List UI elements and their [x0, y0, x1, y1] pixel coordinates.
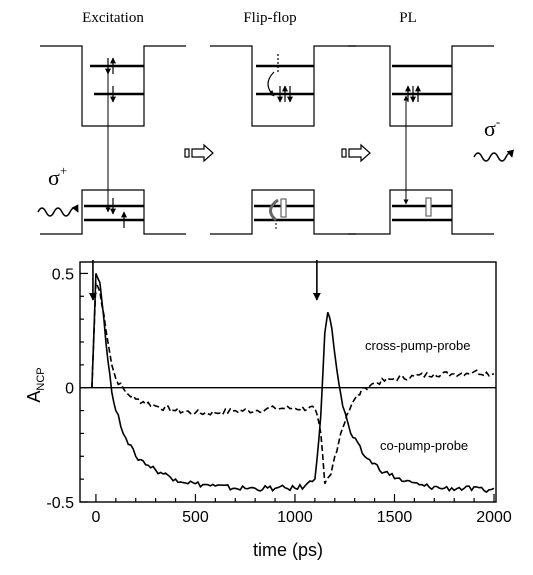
emitted-photon-wave-icon — [473, 149, 514, 162]
x-tick-label: 500 — [182, 509, 209, 526]
x-tick-label: 0 — [91, 509, 100, 526]
y-axis-label: ANCP — [24, 367, 47, 402]
y-tick-label: 0 — [65, 381, 74, 398]
x-axis-label: time (ps) — [253, 540, 323, 560]
panel-title-flip-flop: Flip-flop — [243, 10, 296, 26]
process-arrow-icon-2 — [341, 143, 371, 163]
series-line-co-pump-probe — [91, 273, 495, 494]
series-line-cross-pump-probe — [91, 282, 495, 485]
sigma-plus-label: σ+ — [48, 163, 67, 190]
plot-frame — [79, 261, 497, 503]
process-arrow-icon-1 — [184, 143, 214, 163]
series-label-cross-pump-probe: cross-pump-probe — [365, 338, 471, 353]
tick-labels: 0 500 1000 1500 2000 -0.5 0 0.5 — [46, 266, 511, 526]
series-label-co-pump-probe: co-pump-probe — [380, 438, 468, 453]
panel-pl — [348, 45, 494, 235]
x-tick-label: 1500 — [377, 509, 413, 526]
panel-excitation — [40, 45, 186, 235]
y-tick-label: -0.5 — [46, 495, 74, 512]
series-layer — [91, 273, 495, 494]
sigma-minus-label: σ- — [484, 114, 500, 141]
panel-flip-flop — [210, 45, 356, 235]
panel-title-excitation: Excitation — [82, 10, 144, 26]
incoming-photon-wave-icon — [37, 204, 79, 217]
panel-title-pl: PL — [399, 10, 417, 26]
pulse-arrows — [88, 260, 321, 301]
x-tick-label: 1000 — [277, 509, 313, 526]
y-tick-label: 0.5 — [52, 266, 74, 283]
energy-level-schematic: Excitation Flip-flop PL σ+ — [37, 10, 514, 235]
axis-ticks — [80, 272, 495, 503]
ancp-time-chart: 0 500 1000 1500 2000 -0.5 0 0.5 cross-pump-prob… — [24, 260, 512, 560]
x-tick-label: 2000 — [476, 509, 512, 526]
